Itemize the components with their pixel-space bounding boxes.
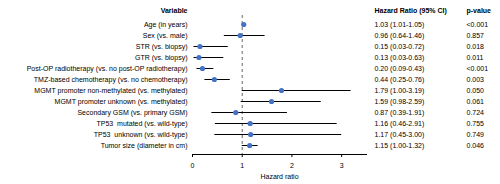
svg-text:Hazard Ratio (95% CI): Hazard Ratio (95% CI)	[375, 7, 447, 15]
svg-text:MGMT promoter unknown (vs. met: MGMT promoter unknown (vs. methylated)	[55, 98, 188, 106]
svg-text:2: 2	[290, 162, 294, 169]
svg-text:0.011: 0.011	[467, 54, 484, 61]
svg-text:Hazard ratio: Hazard ratio	[260, 173, 298, 180]
svg-text:Sex (vs. male): Sex (vs. male)	[143, 32, 188, 40]
svg-text:0.050: 0.050	[467, 87, 485, 94]
svg-text:Post-OP radiotherapy (vs. no p: Post-OP radiotherapy (vs. no post-OP rad…	[27, 65, 188, 73]
svg-text:1.15 (1.00-1.32): 1.15 (1.00-1.32)	[375, 142, 425, 150]
svg-text:0.061: 0.061	[467, 98, 485, 105]
svg-text:0.96 (0.64-1.46): 0.96 (0.64-1.46)	[375, 32, 425, 40]
svg-text:Variable: Variable	[161, 7, 188, 14]
svg-text:1.79 (1.00-3.19): 1.79 (1.00-3.19)	[375, 87, 425, 95]
svg-text:0.87 (0.39-1.91): 0.87 (0.39-1.91)	[375, 109, 425, 117]
svg-text:p-value: p-value	[467, 7, 492, 15]
svg-text:0.13 (0.03-0.63): 0.13 (0.03-0.63)	[375, 54, 425, 62]
svg-text:0.44 (0.25-0.76): 0.44 (0.25-0.76)	[375, 76, 425, 84]
svg-text:Tumor size (diameter in cm): Tumor size (diameter in cm)	[101, 142, 188, 150]
svg-text:Age (in years): Age (in years)	[144, 21, 188, 29]
svg-text:0.857: 0.857	[467, 32, 485, 39]
svg-text:1.17 (0.45-3.00): 1.17 (0.45-3.00)	[375, 131, 425, 139]
svg-text:1.03 (1.01-1.05): 1.03 (1.01-1.05)	[375, 21, 425, 29]
svg-text:0.003: 0.003	[467, 76, 485, 83]
svg-text:1.16 (0.46-2.91): 1.16 (0.46-2.91)	[375, 120, 425, 128]
svg-text:0.749: 0.749	[467, 131, 485, 138]
svg-text:0.755: 0.755	[467, 120, 485, 127]
svg-text:<0.001: <0.001	[467, 21, 489, 28]
svg-text:TMZ-based chemotherapy (vs. no: TMZ-based chemotherapy (vs. no chemother…	[34, 76, 188, 84]
svg-text:GTR (vs. biopsy): GTR (vs. biopsy)	[135, 54, 188, 62]
svg-text:<0.001: <0.001	[467, 65, 489, 72]
svg-text:0: 0	[191, 162, 195, 169]
svg-text:MGMT promoter non-methylated (: MGMT promoter non-methylated (vs. methyl…	[34, 87, 187, 95]
svg-text:TP53 unknown (vs. wild-type): TP53 unknown (vs. wild-type)	[94, 131, 188, 139]
svg-text:0.724: 0.724	[467, 109, 485, 116]
svg-text:1.59 (0.98-2.59): 1.59 (0.98-2.59)	[375, 98, 425, 106]
svg-text:Secondary GSM (vs. primary GSM: Secondary GSM (vs. primary GSM)	[77, 109, 187, 117]
svg-text:0.15 (0.03-0.72): 0.15 (0.03-0.72)	[375, 43, 425, 51]
svg-text:STR (vs. biopsy): STR (vs. biopsy)	[136, 43, 188, 51]
svg-text:0.046: 0.046	[467, 142, 485, 149]
svg-text:TP53 mutated (vs. wild-type): TP53 mutated (vs. wild-type)	[96, 120, 187, 128]
svg-text:0.20 (0.09-0.43): 0.20 (0.09-0.43)	[375, 65, 425, 73]
svg-text:3: 3	[340, 162, 344, 169]
svg-text:0.018: 0.018	[467, 43, 485, 50]
svg-text:1: 1	[240, 162, 244, 169]
